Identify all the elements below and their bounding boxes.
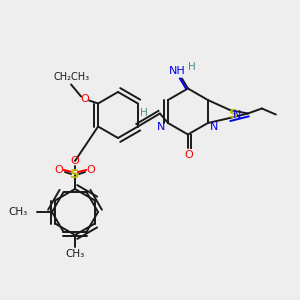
Text: CH₃: CH₃: [65, 249, 85, 259]
Text: O: O: [70, 156, 80, 166]
Text: NH: NH: [169, 65, 185, 76]
Text: H: H: [140, 107, 148, 118]
Text: H: H: [188, 62, 196, 73]
Text: N: N: [232, 110, 241, 120]
Text: O: O: [81, 94, 89, 103]
Text: O: O: [55, 165, 63, 175]
Text: O: O: [184, 151, 193, 160]
Text: CH₂CH₃: CH₂CH₃: [53, 71, 89, 82]
Text: N: N: [210, 122, 218, 132]
Text: S: S: [70, 169, 80, 182]
Text: S: S: [228, 107, 237, 121]
Text: O: O: [87, 165, 95, 175]
Text: N: N: [157, 122, 165, 132]
Text: CH₃: CH₃: [9, 207, 28, 217]
